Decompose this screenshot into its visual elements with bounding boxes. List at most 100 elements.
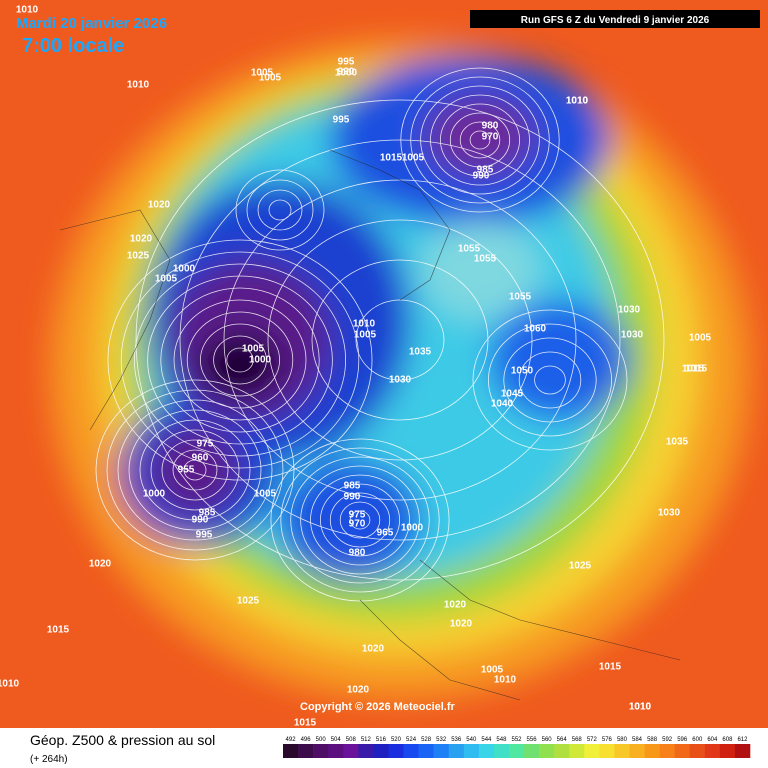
isobar-label: 1020 xyxy=(347,685,370,696)
run-box xyxy=(470,10,760,28)
colorbar-tick-label: 556 xyxy=(527,737,538,743)
isobar-label: 1000 xyxy=(401,523,424,534)
isobar xyxy=(329,492,391,548)
colorbar-swatch xyxy=(418,744,434,758)
colorbar-tick-label: 496 xyxy=(301,737,312,743)
colorbar-swatch xyxy=(508,744,525,758)
isobar xyxy=(268,199,292,221)
isobar-label: 1025 xyxy=(237,596,260,607)
isobar-label: 1005 xyxy=(689,333,712,344)
colorbar-tick-label: 600 xyxy=(692,737,703,743)
isobar xyxy=(133,263,346,457)
isobar xyxy=(469,130,491,150)
isobar xyxy=(311,259,489,421)
isobar-label: 1000 xyxy=(143,489,166,500)
isobar-label: 1050 xyxy=(511,366,534,377)
isobar-label: 1020 xyxy=(89,559,112,570)
isobar-label: 1010 xyxy=(494,675,517,686)
isobar-label: 1015 xyxy=(685,364,708,375)
colorbar-tick-label: 528 xyxy=(421,737,432,743)
colorbar-tick-label: 512 xyxy=(361,737,372,743)
colorbar-swatch xyxy=(448,744,465,758)
colorbar-swatch xyxy=(584,744,600,758)
isobar xyxy=(135,99,665,581)
isobar xyxy=(257,189,303,231)
colorbar-tick-label: 584 xyxy=(632,737,643,743)
isobar-label: 995 xyxy=(333,115,350,126)
colorbar-swatch xyxy=(358,744,374,758)
colorbar-swatch xyxy=(373,744,389,758)
isobar-label: 1005 xyxy=(155,274,178,285)
colorbar-tick-label: 564 xyxy=(557,737,568,743)
isobar-label: 1010 xyxy=(629,702,652,713)
isobar-label: 1025 xyxy=(127,251,150,262)
isobar-label: 1055 xyxy=(458,244,481,255)
isobar-label: 1005 xyxy=(251,68,274,79)
colorbar-tick-label: 576 xyxy=(602,737,613,743)
colorbar-swatch xyxy=(734,744,751,758)
colorbar-tick-label: 588 xyxy=(647,737,658,743)
isobar-label: 955 xyxy=(178,465,195,476)
copyright: Copyright © 2026 Meteociel.fr xyxy=(300,701,456,713)
isobar-label: 990 xyxy=(338,67,355,78)
colorbar-tick-label: 548 xyxy=(496,737,507,743)
isobar-label: 1055 xyxy=(474,254,497,265)
isobar-label: 985 xyxy=(199,508,216,519)
isobar xyxy=(150,429,240,511)
isobar xyxy=(213,335,267,385)
isobar xyxy=(349,510,371,530)
colorbar-tick-label: 540 xyxy=(466,737,477,743)
colorbar-tick-label: 520 xyxy=(391,737,402,743)
colorbar-tick-label: 500 xyxy=(316,737,327,743)
colorbar-tick-label: 532 xyxy=(436,737,447,743)
isobar-label: 1010 xyxy=(566,96,589,107)
isobar-label: 975 xyxy=(349,510,366,521)
colorbar-tick-label: 596 xyxy=(677,737,688,743)
colorbar-swatch xyxy=(644,744,660,758)
isobar-label: 995 xyxy=(338,57,355,68)
colorbar-tick-label: 524 xyxy=(406,737,417,743)
isobar-label: 1005 xyxy=(254,489,277,500)
isobar xyxy=(280,447,440,593)
isobar-label: 1010 xyxy=(566,96,589,107)
colorbar-tick-label: 544 xyxy=(481,737,492,743)
isobar-label: 965 xyxy=(377,528,394,539)
isobar xyxy=(459,121,501,159)
isobar xyxy=(449,112,511,168)
colorbar-swatch xyxy=(433,744,450,758)
isobar-label: 1030 xyxy=(389,375,412,386)
isobar xyxy=(267,219,533,461)
isobar-label: 1000 xyxy=(249,355,272,366)
isobar-label: 1015 xyxy=(47,625,70,636)
isobar xyxy=(270,438,450,602)
isobar xyxy=(117,399,273,541)
isobar-label: 1010 xyxy=(16,5,39,16)
isobar-label: 960 xyxy=(192,453,209,464)
map-date: Mardi 20 janvier 2026 xyxy=(16,15,167,32)
colorbar-swatch xyxy=(599,744,615,758)
isobar xyxy=(95,379,295,561)
colorbar-swatch xyxy=(388,744,404,758)
isobar xyxy=(199,323,280,397)
isobar-label: 1005 xyxy=(242,344,265,355)
isobar xyxy=(183,459,207,481)
run-info: Run GFS 6 Z du Vendredi 9 janvier 2026 xyxy=(521,15,710,26)
isobar-label: 1010 xyxy=(353,319,376,330)
isobar-label: 1020 xyxy=(450,619,473,630)
isobar-label: 975 xyxy=(197,439,214,450)
isobar xyxy=(290,456,430,584)
isobar-label: 1005 xyxy=(354,330,377,341)
isobars xyxy=(95,67,665,602)
isobar xyxy=(160,287,320,433)
isobar-label: 1010 xyxy=(127,80,150,91)
colorbar-tick-label: 568 xyxy=(572,737,583,743)
colorbar-tick-label: 580 xyxy=(617,737,628,743)
colorbar-swatch xyxy=(689,744,706,758)
isobar xyxy=(420,85,540,195)
coastlines xyxy=(59,149,681,701)
colorbar-swatch xyxy=(478,744,495,758)
colorbar-tick-label: 604 xyxy=(707,737,718,743)
isobar-label: 990 xyxy=(192,515,209,526)
isobar-label: 1010 xyxy=(629,702,652,713)
isobar xyxy=(226,347,254,373)
